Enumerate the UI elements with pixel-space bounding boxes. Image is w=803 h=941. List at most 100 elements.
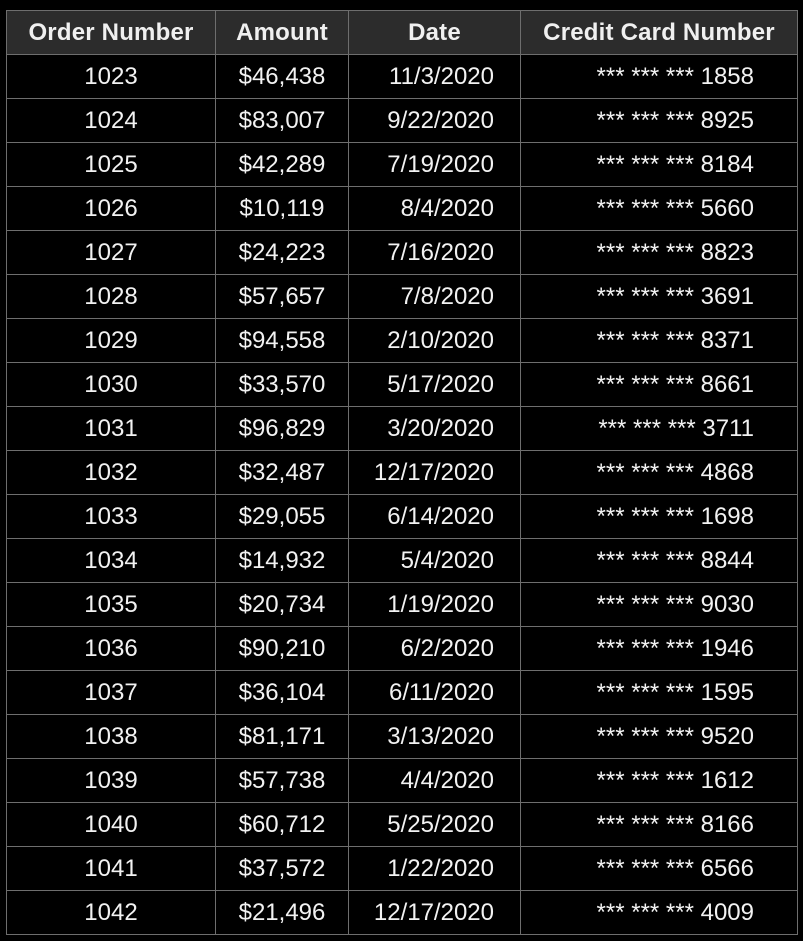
table-row: 1038 $81,171 3/13/2020 *** *** *** 9520 <box>6 714 798 759</box>
date-cell: 5/25/2020 <box>348 802 521 847</box>
order-number-cell: 1026 <box>6 186 216 231</box>
column-header-order-number: Order Number <box>6 10 216 55</box>
table-row: 1041 $37,572 1/22/2020 *** *** *** 6566 <box>6 846 798 891</box>
table-row: 1032 $32,487 12/17/2020 *** *** *** 4868 <box>6 450 798 495</box>
amount-cell: $24,223 <box>215 230 349 275</box>
order-number-cell: 1036 <box>6 626 216 671</box>
date-cell: 6/11/2020 <box>348 670 521 715</box>
credit-card-cell: *** *** *** 3711 <box>520 406 798 451</box>
order-number-cell: 1028 <box>6 274 216 319</box>
orders-table: Order Number Amount Date Credit Card Num… <box>6 10 798 935</box>
column-header-amount: Amount <box>215 10 349 55</box>
amount-cell: $20,734 <box>215 582 349 627</box>
table-row: 1034 $14,932 5/4/2020 *** *** *** 8844 <box>6 538 798 583</box>
amount-cell: $33,570 <box>215 362 349 407</box>
date-cell: 12/17/2020 <box>348 450 521 495</box>
order-number-cell: 1024 <box>6 98 216 143</box>
table-row: 1029 $94,558 2/10/2020 *** *** *** 8371 <box>6 318 798 363</box>
amount-cell: $29,055 <box>215 494 349 539</box>
credit-card-cell: *** *** *** 8823 <box>520 230 798 275</box>
order-number-cell: 1040 <box>6 802 216 847</box>
table-row: 1039 $57,738 4/4/2020 *** *** *** 1612 <box>6 758 798 803</box>
column-header-date: Date <box>348 10 521 55</box>
table-row: 1024 $83,007 9/22/2020 *** *** *** 8925 <box>6 98 798 143</box>
credit-card-cell: *** *** *** 8661 <box>520 362 798 407</box>
amount-cell: $10,119 <box>215 186 349 231</box>
amount-cell: $57,657 <box>215 274 349 319</box>
amount-cell: $14,932 <box>215 538 349 583</box>
table-row: 1025 $42,289 7/19/2020 *** *** *** 8184 <box>6 142 798 187</box>
table-row: 1040 $60,712 5/25/2020 *** *** *** 8166 <box>6 802 798 847</box>
date-cell: 3/20/2020 <box>348 406 521 451</box>
amount-cell: $81,171 <box>215 714 349 759</box>
amount-cell: $32,487 <box>215 450 349 495</box>
credit-card-cell: *** *** *** 1612 <box>520 758 798 803</box>
table-row: 1027 $24,223 7/16/2020 *** *** *** 8823 <box>6 230 798 275</box>
order-number-cell: 1037 <box>6 670 216 715</box>
date-cell: 8/4/2020 <box>348 186 521 231</box>
header-row: Order Number Amount Date Credit Card Num… <box>6 10 798 55</box>
table-row: 1026 $10,119 8/4/2020 *** *** *** 5660 <box>6 186 798 231</box>
amount-cell: $37,572 <box>215 846 349 891</box>
order-number-cell: 1038 <box>6 714 216 759</box>
date-cell: 5/4/2020 <box>348 538 521 583</box>
credit-card-cell: *** *** *** 4868 <box>520 450 798 495</box>
credit-card-cell: *** *** *** 6566 <box>520 846 798 891</box>
credit-card-cell: *** *** *** 3691 <box>520 274 798 319</box>
credit-card-cell: *** *** *** 5660 <box>520 186 798 231</box>
credit-card-cell: *** *** *** 8184 <box>520 142 798 187</box>
date-cell: 11/3/2020 <box>348 54 521 99</box>
date-cell: 6/14/2020 <box>348 494 521 539</box>
order-number-cell: 1039 <box>6 758 216 803</box>
amount-cell: $46,438 <box>215 54 349 99</box>
date-cell: 7/16/2020 <box>348 230 521 275</box>
amount-cell: $42,289 <box>215 142 349 187</box>
order-number-cell: 1034 <box>6 538 216 583</box>
credit-card-cell: *** *** *** 8166 <box>520 802 798 847</box>
order-number-cell: 1035 <box>6 582 216 627</box>
amount-cell: $36,104 <box>215 670 349 715</box>
table-row: 1028 $57,657 7/8/2020 *** *** *** 3691 <box>6 274 798 319</box>
column-header-credit-card-number: Credit Card Number <box>520 10 798 55</box>
table-row: 1030 $33,570 5/17/2020 *** *** *** 8661 <box>6 362 798 407</box>
table-row: 1033 $29,055 6/14/2020 *** *** *** 1698 <box>6 494 798 539</box>
table-row: 1037 $36,104 6/11/2020 *** *** *** 1595 <box>6 670 798 715</box>
date-cell: 6/2/2020 <box>348 626 521 671</box>
table-row: 1023 $46,438 11/3/2020 *** *** *** 1858 <box>6 54 798 99</box>
table-row: 1036 $90,210 6/2/2020 *** *** *** 1946 <box>6 626 798 671</box>
credit-card-cell: *** *** *** 1858 <box>520 54 798 99</box>
credit-card-cell: *** *** *** 9030 <box>520 582 798 627</box>
date-cell: 7/8/2020 <box>348 274 521 319</box>
amount-cell: $90,210 <box>215 626 349 671</box>
credit-card-cell: *** *** *** 8925 <box>520 98 798 143</box>
order-number-cell: 1030 <box>6 362 216 407</box>
amount-cell: $21,496 <box>215 890 349 935</box>
credit-card-cell: *** *** *** 1946 <box>520 626 798 671</box>
order-number-cell: 1042 <box>6 890 216 935</box>
order-number-cell: 1023 <box>6 54 216 99</box>
date-cell: 4/4/2020 <box>348 758 521 803</box>
amount-cell: $83,007 <box>215 98 349 143</box>
credit-card-cell: *** *** *** 1595 <box>520 670 798 715</box>
order-number-cell: 1033 <box>6 494 216 539</box>
order-number-cell: 1032 <box>6 450 216 495</box>
credit-card-cell: *** *** *** 8844 <box>520 538 798 583</box>
amount-cell: $57,738 <box>215 758 349 803</box>
credit-card-cell: *** *** *** 1698 <box>520 494 798 539</box>
order-number-cell: 1027 <box>6 230 216 275</box>
table-row: 1031 $96,829 3/20/2020 *** *** *** 3711 <box>6 406 798 451</box>
table-body: 1023 $46,438 11/3/2020 *** *** *** 1858 1024… <box>6 54 798 935</box>
orders-table-container: Order Number Amount Date Credit Card Num… <box>6 10 798 935</box>
order-number-cell: 1029 <box>6 318 216 363</box>
amount-cell: $96,829 <box>215 406 349 451</box>
credit-card-cell: *** *** *** 4009 <box>520 890 798 935</box>
date-cell: 7/19/2020 <box>348 142 521 187</box>
table-header: Order Number Amount Date Credit Card Num… <box>6 10 798 55</box>
date-cell: 3/13/2020 <box>348 714 521 759</box>
order-number-cell: 1025 <box>6 142 216 187</box>
date-cell: 5/17/2020 <box>348 362 521 407</box>
date-cell: 2/10/2020 <box>348 318 521 363</box>
credit-card-cell: *** *** *** 9520 <box>520 714 798 759</box>
table-row: 1035 $20,734 1/19/2020 *** *** *** 9030 <box>6 582 798 627</box>
table-row: 1042 $21,496 12/17/2020 *** *** *** 4009 <box>6 890 798 935</box>
